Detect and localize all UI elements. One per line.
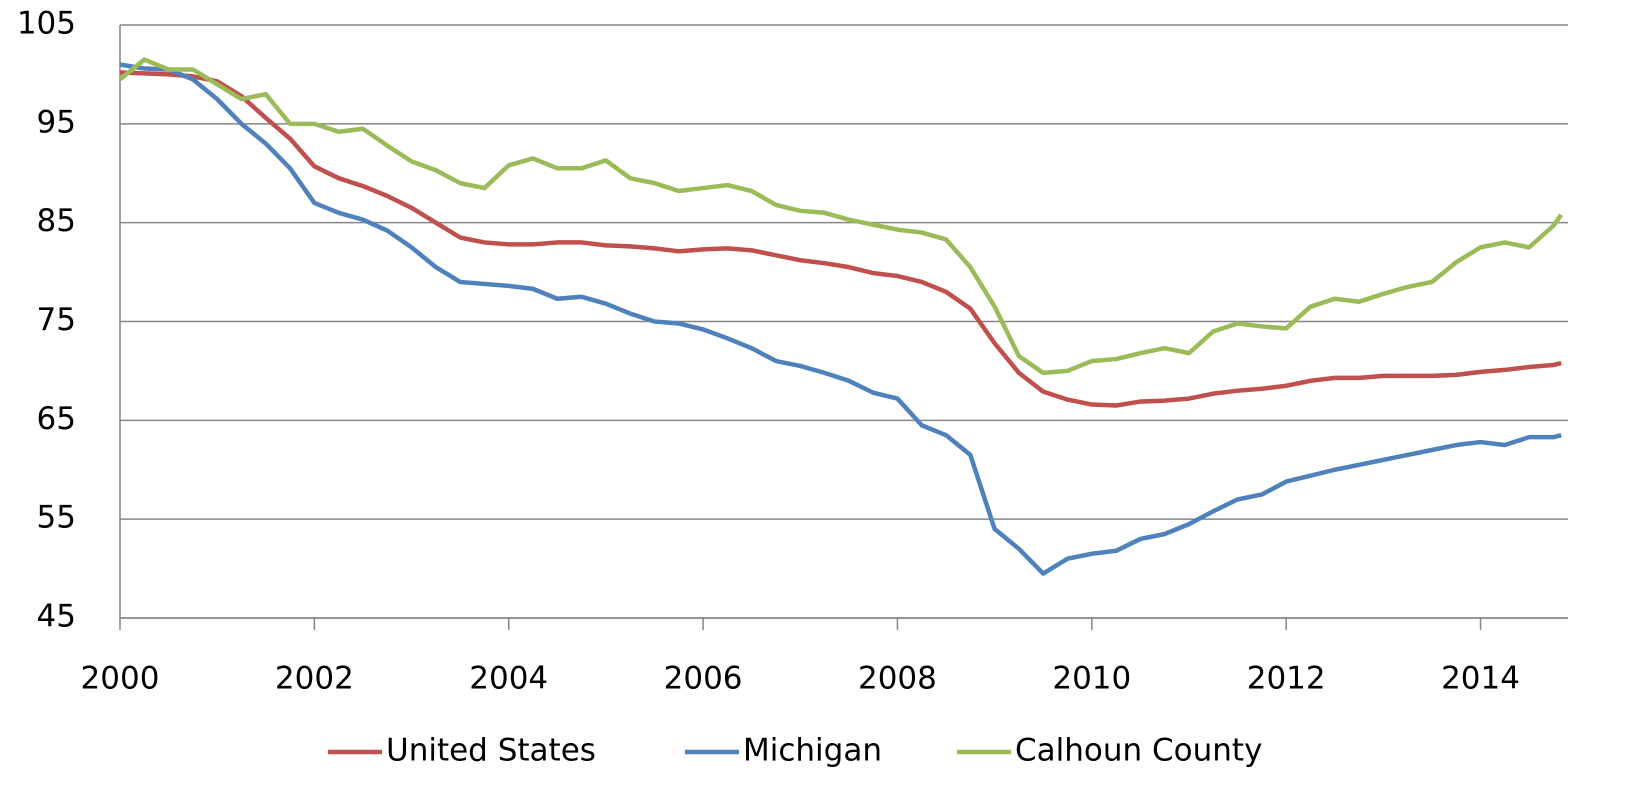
x-tick-label: 2012: [1247, 661, 1326, 697]
y-tick-label: 85: [37, 203, 76, 239]
series-line: [118, 57, 1564, 376]
x-tick-label: 2014: [1441, 661, 1520, 697]
series-line: [119, 62, 1562, 576]
x-tick-label: 2000: [81, 661, 160, 697]
x-tick-label: 2006: [664, 661, 743, 697]
y-tick-label: 65: [37, 401, 76, 437]
series-line: [119, 70, 1562, 408]
x-tick-label: 2008: [858, 661, 937, 697]
x-tick-label: 2002: [275, 661, 354, 697]
y-tick-label: 45: [37, 599, 76, 635]
y-tick-label: 55: [37, 500, 76, 536]
legend-label: Michigan: [743, 733, 882, 769]
x-tick-label: 2010: [1052, 661, 1131, 697]
legend-label: United States: [386, 733, 596, 769]
x-tick-label: 2004: [469, 661, 548, 697]
legend-label: Calhoun County: [1015, 733, 1262, 769]
y-tick-label: 75: [37, 302, 76, 338]
y-tick-label: 105: [17, 6, 76, 42]
y-tick-label: 95: [37, 104, 76, 140]
